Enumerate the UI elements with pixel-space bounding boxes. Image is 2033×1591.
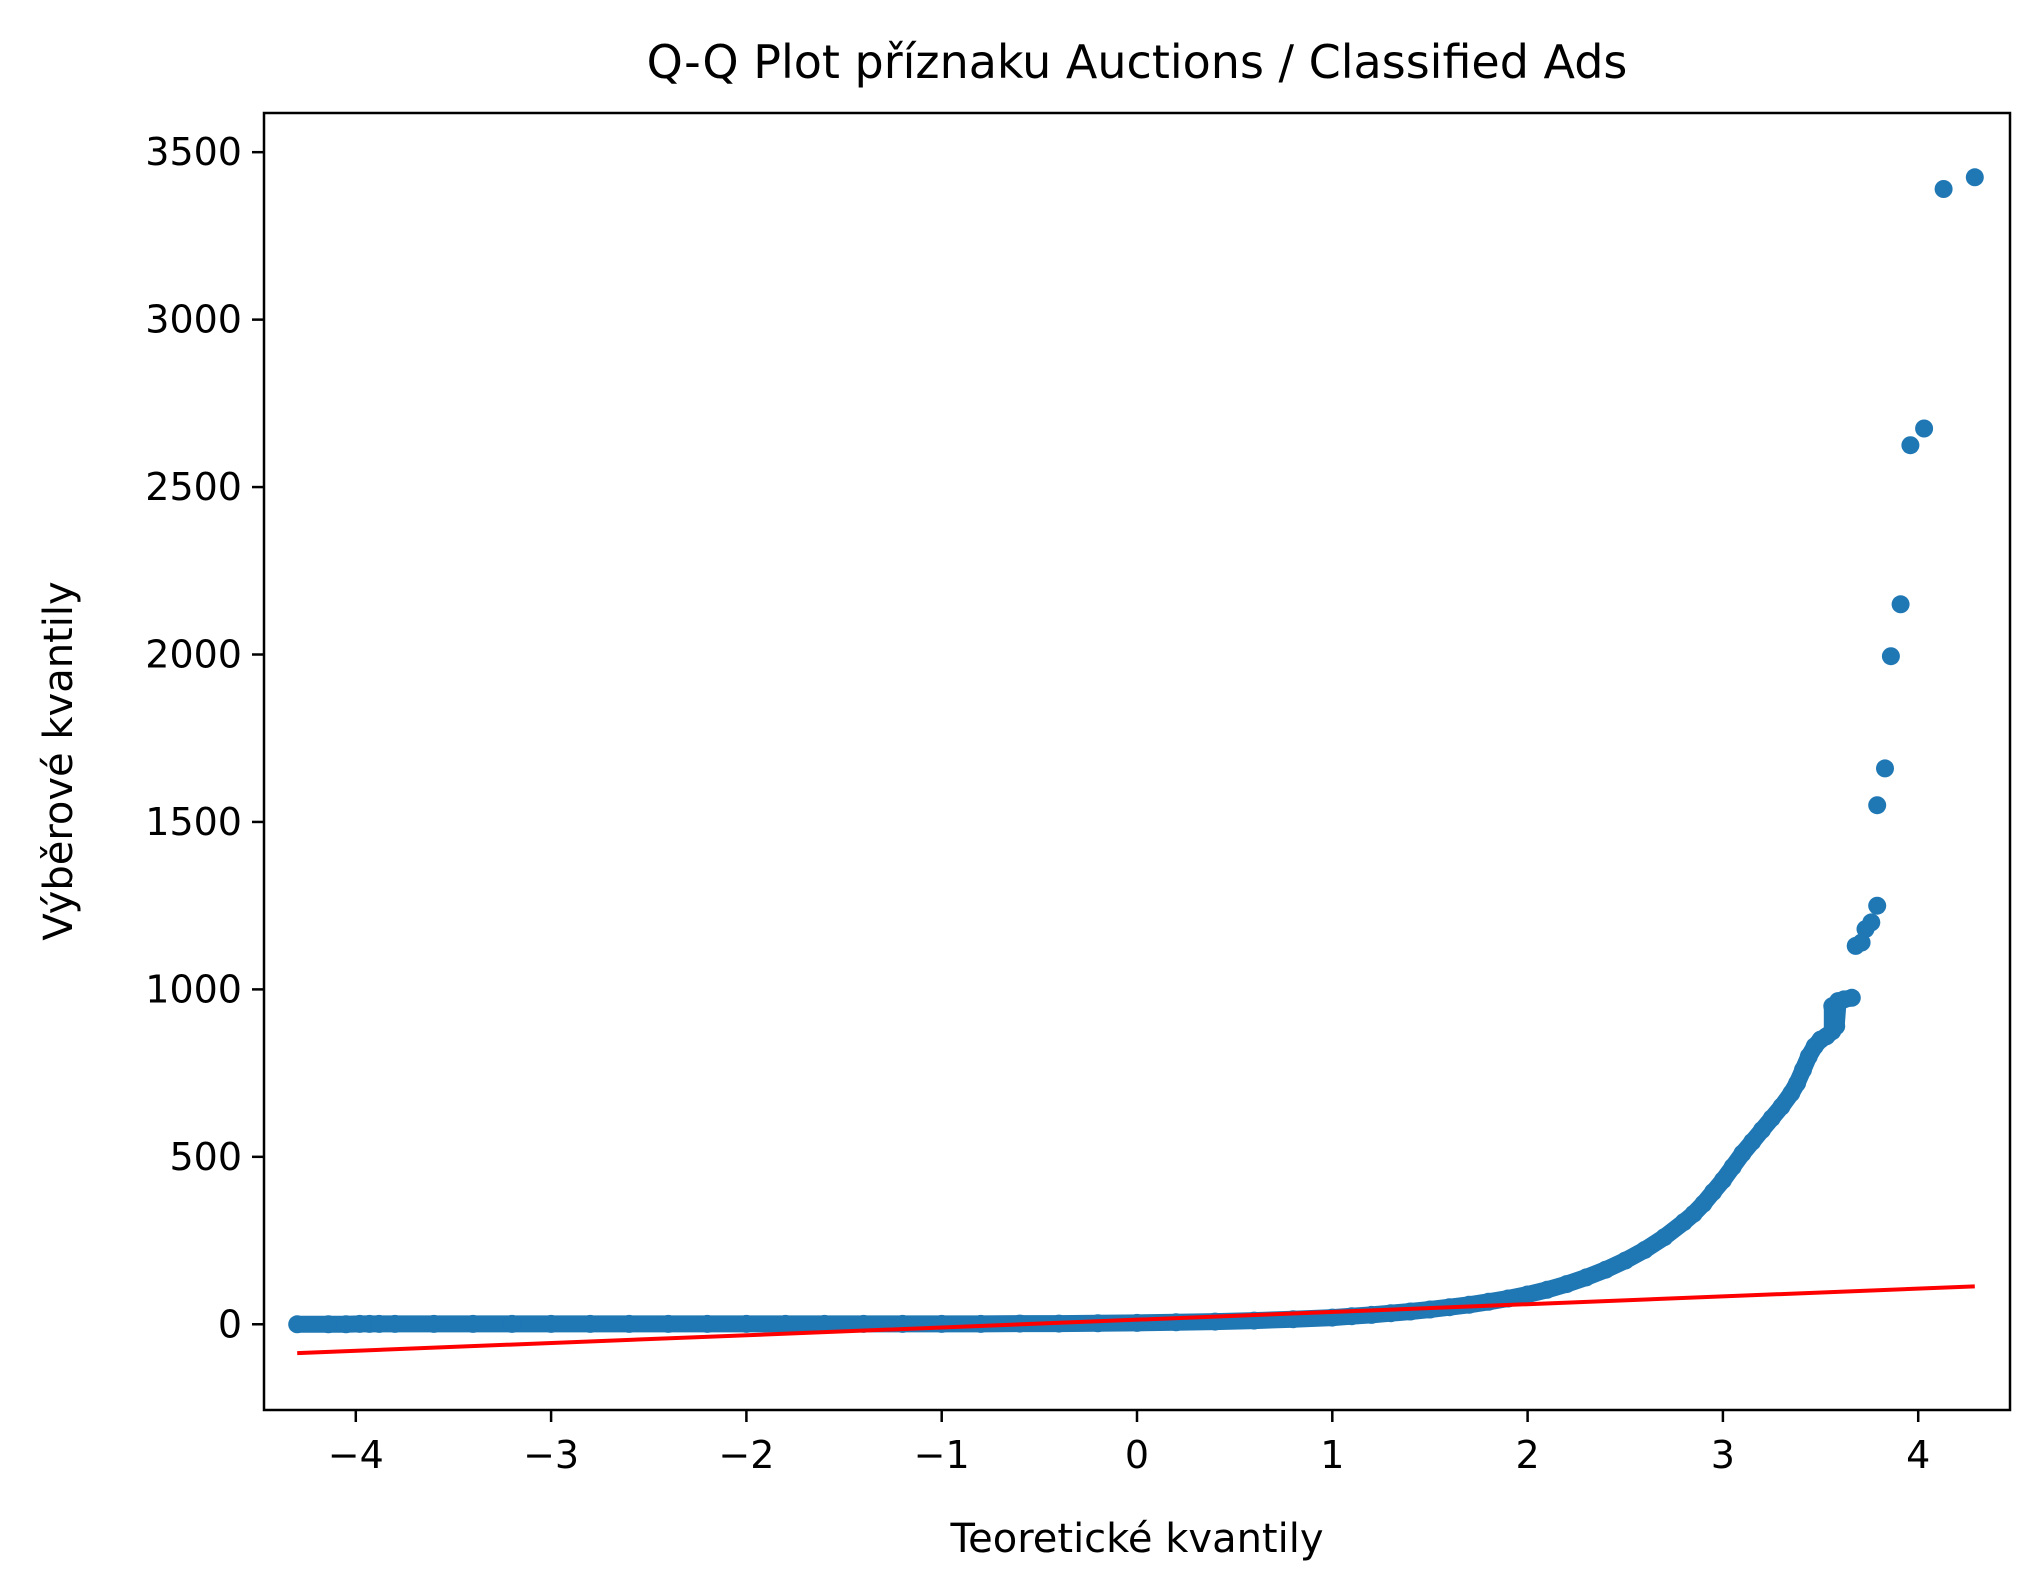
sample-quantile-point bbox=[1965, 168, 1984, 187]
sample-quantile-point bbox=[1788, 1074, 1807, 1093]
sample-quantile-point bbox=[620, 1314, 639, 1333]
sample-quantile-point bbox=[1596, 1260, 1615, 1279]
reference-line bbox=[297, 1284, 1975, 1356]
plot-area bbox=[288, 168, 1984, 1356]
sample-quantile-point bbox=[1577, 1268, 1596, 1287]
sample-quantile-point bbox=[737, 1314, 756, 1333]
sample-quantile-point bbox=[1915, 419, 1934, 438]
y-tick-label: 500 bbox=[169, 1135, 242, 1179]
sample-quantile-point bbox=[424, 1314, 443, 1333]
chart-title: Q-Q Plot příznaku Auctions / Classified … bbox=[647, 35, 1628, 89]
sample-quantile-point bbox=[1381, 1304, 1400, 1323]
sample-quantile-point bbox=[319, 1315, 338, 1334]
sample-quantile-point bbox=[581, 1314, 600, 1333]
x-tick-label: −2 bbox=[718, 1433, 774, 1477]
sample-quantile-point bbox=[1868, 896, 1887, 915]
sample-quantile-point bbox=[370, 1314, 389, 1333]
sample-quantile-point bbox=[1772, 1097, 1791, 1116]
sample-quantile-point bbox=[932, 1314, 951, 1333]
scatter-points bbox=[288, 168, 1984, 1334]
sample-quantile-point bbox=[1743, 1132, 1762, 1151]
y-tick-label: 1500 bbox=[145, 800, 242, 844]
sample-quantile-point bbox=[1538, 1280, 1557, 1299]
x-tick-label: −1 bbox=[914, 1433, 970, 1477]
sample-quantile-point bbox=[1128, 1313, 1146, 1332]
sample-quantile-point bbox=[698, 1314, 717, 1333]
dense-point-band bbox=[288, 989, 1861, 1333]
sample-quantile-point bbox=[1934, 180, 1953, 198]
sample-quantile-point bbox=[1479, 1292, 1498, 1311]
sample-quantile-point bbox=[1401, 1302, 1420, 1321]
sample-quantile-point bbox=[1723, 1157, 1742, 1176]
x-axis: −4 −3 −2 −1 0 1 2 3 4 bbox=[328, 1410, 1930, 1477]
sample-quantile-point bbox=[1862, 913, 1881, 932]
x-tick-label: −3 bbox=[523, 1433, 579, 1477]
sample-quantile-point bbox=[1868, 796, 1887, 815]
y-axis: 0 500 1000 1500 2000 2500 3000 3500 bbox=[145, 130, 264, 1346]
x-axis-label: Teoretické kvantily bbox=[949, 1516, 1323, 1562]
y-axis-label: Výběrové kvantily bbox=[36, 581, 82, 940]
sample-quantile-point bbox=[1713, 1171, 1732, 1190]
x-tick-label: 0 bbox=[1125, 1433, 1149, 1477]
x-tick-label: 1 bbox=[1320, 1433, 1344, 1477]
y-tick-label: 0 bbox=[218, 1302, 242, 1346]
sample-quantile-point bbox=[1891, 595, 1910, 614]
sample-quantile-point bbox=[659, 1314, 678, 1333]
sample-quantile-point bbox=[1635, 1240, 1654, 1259]
y-tick-label: 3500 bbox=[145, 130, 242, 174]
sample-quantile-point bbox=[464, 1314, 482, 1333]
y-tick-label: 2500 bbox=[145, 465, 242, 509]
sample-quantile-point bbox=[1901, 436, 1920, 455]
x-tick-label: −4 bbox=[328, 1433, 384, 1477]
sample-quantile-point bbox=[337, 1315, 355, 1334]
sample-quantile-point bbox=[1881, 647, 1900, 666]
sample-quantile-point bbox=[776, 1314, 795, 1333]
x-tick-label: 3 bbox=[1711, 1433, 1735, 1477]
sample-quantile-point bbox=[1518, 1285, 1537, 1304]
y-tick-label: 2000 bbox=[145, 633, 242, 677]
sample-quantile-point bbox=[1842, 988, 1861, 1007]
sample-quantile-point bbox=[815, 1314, 834, 1333]
x-tick-label: 4 bbox=[1906, 1433, 1930, 1477]
sample-quantile-point bbox=[288, 1315, 307, 1334]
sample-quantile-point bbox=[542, 1314, 561, 1333]
sample-quantile-point bbox=[1876, 759, 1894, 778]
sample-quantile-point bbox=[385, 1314, 404, 1333]
sample-quantile-point bbox=[1557, 1275, 1576, 1294]
sample-quantile-point bbox=[1655, 1228, 1674, 1247]
sample-quantile-point bbox=[1827, 1017, 1846, 1036]
plot-frame bbox=[262, 111, 2012, 1412]
y-tick-label: 1000 bbox=[145, 967, 242, 1011]
sample-quantile-point bbox=[971, 1314, 990, 1333]
sample-quantile-point bbox=[1088, 1314, 1107, 1333]
y-tick-label: 3000 bbox=[145, 298, 242, 342]
sample-quantile-point bbox=[1616, 1251, 1635, 1270]
x-tick-label: 2 bbox=[1516, 1433, 1540, 1477]
sample-quantile-point bbox=[503, 1314, 521, 1333]
